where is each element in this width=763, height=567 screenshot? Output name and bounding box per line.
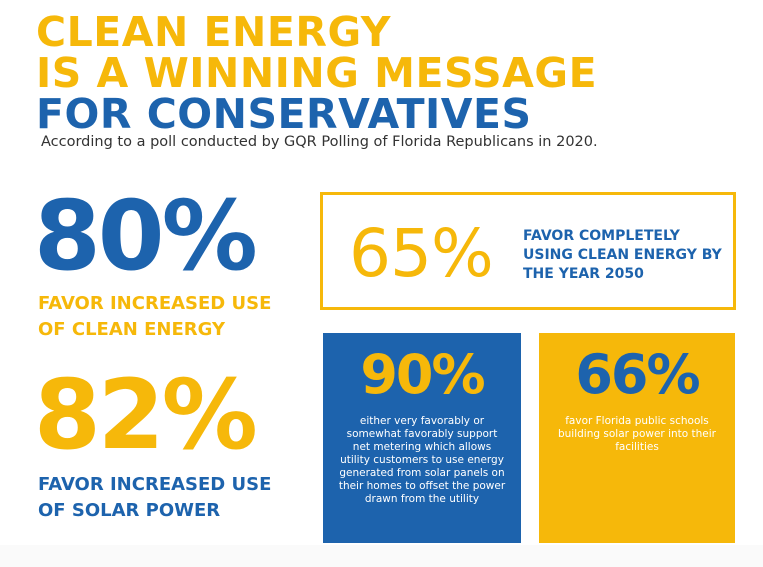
- stat-65-value: 65%: [349, 215, 494, 292]
- stat-66-card: 66% favor Florida public schools buildin…: [539, 333, 735, 543]
- stat-80-label-line-2: OF CLEAN ENERGY: [38, 319, 226, 340]
- stat-66-value: 66%: [575, 343, 700, 406]
- bottom-strip: [0, 545, 763, 567]
- headline-line-2: IS A WINNING MESSAGE: [36, 49, 598, 97]
- headline-line-3: FOR CONSERVATIVES: [36, 90, 532, 138]
- headline-line-1: CLEAN ENERGY: [36, 8, 391, 56]
- stat-90-text: either very favorably or somewhat favora…: [338, 415, 506, 505]
- stat-80-label: FAVOR INCREASED USE OF CLEAN ENERGY: [38, 291, 271, 343]
- stat-80-value: 80%: [34, 180, 258, 292]
- stat-90-card: 90% either very favorably or somewhat fa…: [323, 333, 521, 543]
- stat-82-value: 82%: [34, 359, 258, 471]
- stat-82-label-line-1: FAVOR INCREASED USE: [38, 474, 272, 495]
- stat-82-label: FAVOR INCREASED USE OF SOLAR POWER: [38, 472, 271, 524]
- stat-82-label-line-2: OF SOLAR POWER: [38, 500, 221, 521]
- stat-65-box: 65% FAVOR COMPLETELY USING CLEAN ENERGY …: [320, 192, 736, 310]
- stat-90-value: 90%: [360, 343, 485, 406]
- stat-66-text: favor Florida public schools building so…: [557, 415, 716, 453]
- stat-65-label: FAVOR COMPLETELY USING CLEAN ENERGY BY T…: [523, 228, 722, 282]
- stat-80-label-line-1: FAVOR INCREASED USE: [38, 293, 272, 314]
- subtitle: According to a poll conducted by GQR Pol…: [41, 134, 598, 150]
